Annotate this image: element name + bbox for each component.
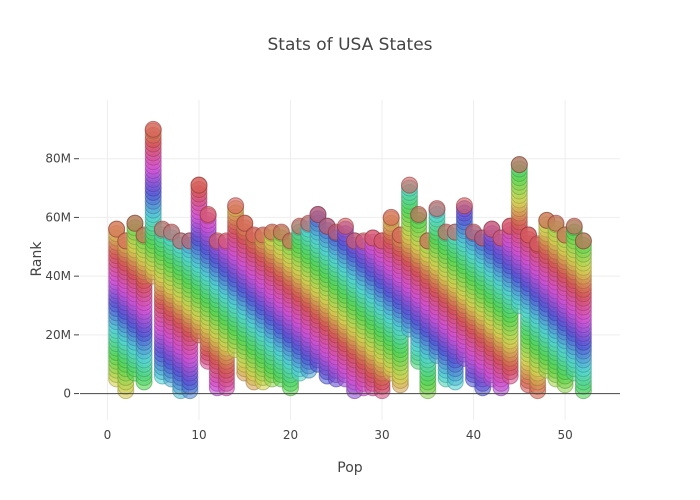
data-point — [410, 206, 428, 223]
data-point — [144, 120, 162, 138]
y-axis-title: Rank — [29, 241, 45, 277]
x-tick-label: 20 — [283, 428, 298, 442]
marker-column — [501, 217, 519, 385]
x-tick-label: 0 — [104, 428, 112, 442]
data-point — [574, 232, 592, 250]
data-point — [455, 197, 473, 215]
x-tick-label: 50 — [557, 428, 572, 442]
marker-column — [181, 232, 199, 400]
data-point — [309, 206, 327, 223]
data-point — [227, 197, 245, 215]
y-tick-label: 0 — [63, 387, 71, 401]
data-point — [565, 217, 583, 235]
y-tick-label: 40M — [45, 269, 71, 283]
data-point — [336, 217, 354, 235]
x-axis-ticks: 0 10 20 30 40 50 — [104, 428, 573, 442]
data-point — [510, 156, 528, 174]
data-point — [190, 176, 208, 194]
y-axis-ticks: 0 20M 40M 60M 80M — [45, 152, 79, 401]
y-tick-label: 20M — [45, 328, 71, 342]
x-tick-label: 40 — [466, 428, 481, 442]
data-point — [547, 214, 565, 232]
data-point — [382, 208, 400, 226]
data-point — [428, 200, 446, 218]
x-tick-label: 30 — [374, 428, 389, 442]
y-tick-label: 60M — [45, 210, 71, 224]
marker-column — [574, 232, 592, 400]
y-tick-label: 80M — [45, 152, 71, 166]
data-point — [236, 214, 254, 232]
chart-title: Stats of USA States — [267, 35, 432, 55]
x-tick-label: 10 — [191, 428, 206, 442]
points-layer — [108, 120, 592, 400]
data-point — [400, 176, 418, 194]
x-axis-title: Pop — [337, 460, 363, 476]
data-point — [108, 220, 126, 238]
data-point — [126, 214, 144, 232]
data-point — [199, 206, 217, 223]
